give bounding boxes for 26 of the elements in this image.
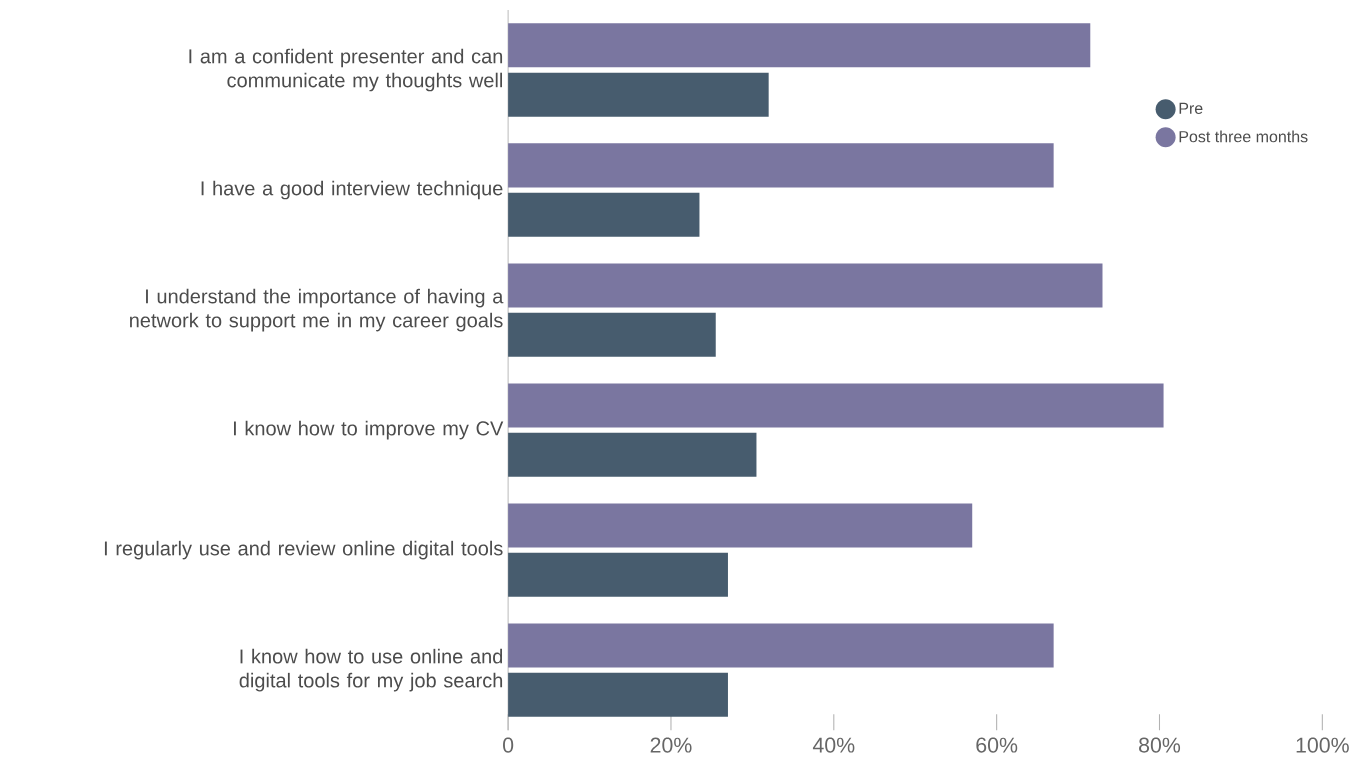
y-tick-label: I understand the importance of having a network to support me in my career goals (130, 288, 504, 332)
y-tick-label: I know how to use online and digital tools for my job search (239, 648, 503, 692)
bar (508, 672, 728, 717)
bar (508, 23, 1091, 68)
legend-label: Pre (1179, 102, 1203, 114)
x-tick-label: 100% (1296, 737, 1349, 753)
bar (508, 72, 769, 117)
x-tick-label: 60% (976, 737, 1018, 753)
bar (508, 263, 1103, 308)
x-tick-label: 20% (650, 737, 692, 753)
y-tick-label: I regularly use and review online digital tools (104, 540, 503, 560)
bar (508, 383, 1164, 428)
y-tick-label: I have a good interview technique (201, 180, 503, 200)
y-tick-label: I am a confident presenter and can communicate my thoughts well (189, 48, 503, 92)
x-tick-label: 0 (503, 737, 514, 753)
bar (508, 623, 1054, 668)
x-tick-label: 80% (1139, 737, 1181, 753)
bar (508, 552, 728, 597)
y-tick-label: I know how to improve my CV (233, 420, 504, 440)
bar (508, 312, 716, 357)
bar (508, 503, 973, 548)
x-tick-label: 40% (812, 737, 855, 753)
bar (508, 143, 1054, 188)
bar (508, 432, 757, 477)
legend-label: Post three months (1179, 130, 1308, 143)
bar (508, 192, 700, 237)
